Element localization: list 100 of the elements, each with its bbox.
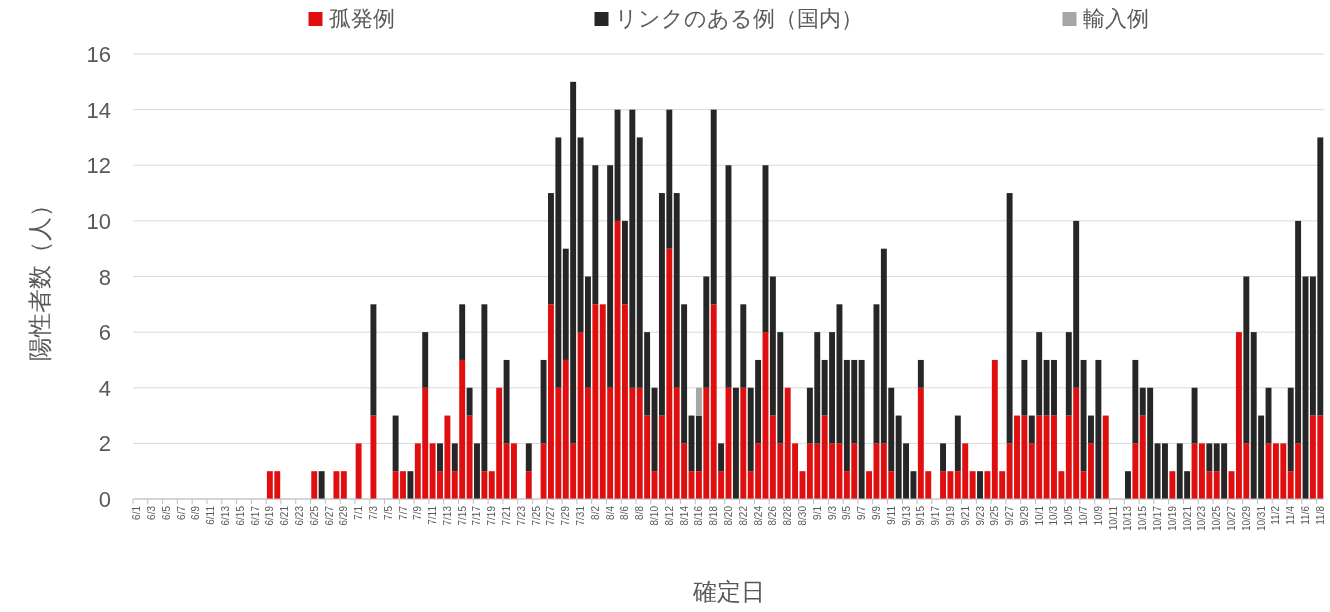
x-tick-label: 10/7 [1078,505,1090,526]
bar [333,471,340,499]
bar [1191,387,1198,444]
x-tick-label: 7/15 [456,505,468,526]
x-tick-label: 6/19 [264,505,276,526]
x-tick-label: 8/20 [723,505,734,526]
x-tick-label: 8/10 [649,505,661,526]
bar [940,443,946,472]
x-tick-label: 9/13 [900,505,912,526]
y-tick-label: 12 [86,153,111,179]
bar [459,304,466,360]
bar [466,387,473,416]
y-tick-label: 0 [98,487,111,512]
x-tick-label: 8/4 [604,505,616,520]
x-tick-label: 10/27 [1226,505,1238,532]
bar [969,471,976,499]
x-tick-label: 9/11 [885,505,897,525]
x-axis-title: 確定日 [691,578,765,605]
bar [437,443,443,472]
x-tick-label: 8/26 [767,505,779,526]
x-tick-label: 11/6 [1300,505,1312,525]
x-tick-label: 6/25 [308,505,320,526]
x-tick-label: 7/5 [382,505,394,520]
x-tick-label: 10/21 [1181,505,1193,532]
bar [1213,471,1220,499]
x-tick-label: 7/11 [427,505,439,525]
bar [695,415,702,472]
x-tick-label: 11/4 [1285,505,1297,525]
x-tick-label: 10/29 [1240,505,1252,532]
x-tick-label: 6/17 [249,505,261,526]
bar [466,415,473,499]
bar [451,443,458,472]
x-tick-label: 10/23 [1196,505,1208,532]
bar [703,276,710,388]
bar [503,359,510,444]
bar [481,471,488,499]
x-tick-label: 10/19 [1166,505,1178,532]
bar [1028,415,1035,444]
bar [695,387,702,416]
bar [917,359,924,388]
bar [732,387,739,499]
y-tick-label: 16 [86,42,111,67]
x-tick-label: 6/13 [219,505,231,526]
y-tick-label: 14 [86,97,111,123]
x-tick-label: 6/27 [323,505,335,526]
x-tick-label: 7/27 [545,505,557,526]
x-tick-label: 10/3 [1048,505,1060,526]
bar [318,471,325,499]
bar [1102,415,1109,499]
bar [422,332,429,388]
x-tick-label: 9/9 [870,505,882,520]
x-tick-label: 9/19 [944,505,956,526]
bar [1169,471,1176,499]
x-tick-label: 10/17 [1152,505,1164,532]
bar [977,471,983,499]
x-tick-label: 8/6 [619,505,631,520]
x-tick-label: 10/11 [1107,505,1119,531]
bar [525,443,532,472]
x-tick-label: 8/2 [589,505,601,520]
bar [1021,359,1028,416]
y-tick-label: 8 [98,264,111,290]
bar [1125,471,1131,499]
x-tick-label: 8/28 [782,505,794,526]
bar [540,359,547,444]
x-tick-label: 9/15 [915,505,927,526]
bar [525,471,532,499]
x-tick-label: 7/3 [367,505,379,520]
x-tick-label: 6/29 [338,505,350,526]
x-tick-label: 6/15 [234,505,246,526]
x-tick-label: 8/8 [634,505,646,520]
x-tick-label: 9/21 [959,505,971,526]
bar [355,443,362,499]
bar [710,109,717,305]
x-tick-label: 8/12 [663,505,675,526]
x-tick-label: 6/5 [160,505,172,520]
x-tick-label: 11/8 [1314,505,1326,525]
x-tick-label: 7/1 [353,505,365,520]
x-tick-label: 9/29 [1018,505,1030,526]
y-axis-title: 陽性者数（人） [26,192,53,361]
x-tick-label: 6/7 [175,505,187,520]
bar [1132,443,1139,499]
bar [340,471,347,499]
x-tick-label: 9/17 [930,505,942,526]
bar [607,165,614,388]
x-tick-label: 10/15 [1137,505,1149,532]
bar [740,304,747,388]
y-tick-label: 6 [98,320,111,346]
bar [392,415,399,472]
x-tick-label: 8/14 [678,505,690,526]
x-tick-label: 10/31 [1255,505,1267,532]
bar [311,471,318,499]
x-tick-label: 9/5 [841,505,853,520]
x-tick-label: 6/3 [145,505,157,520]
x-tick-label: 10/25 [1211,505,1223,532]
x-tick-label: 9/1 [811,505,823,520]
bar [740,387,747,499]
bar [370,415,377,499]
bar [1139,415,1146,499]
x-tick-label: 8/22 [737,505,749,526]
x-tick-label: 7/13 [441,505,453,526]
